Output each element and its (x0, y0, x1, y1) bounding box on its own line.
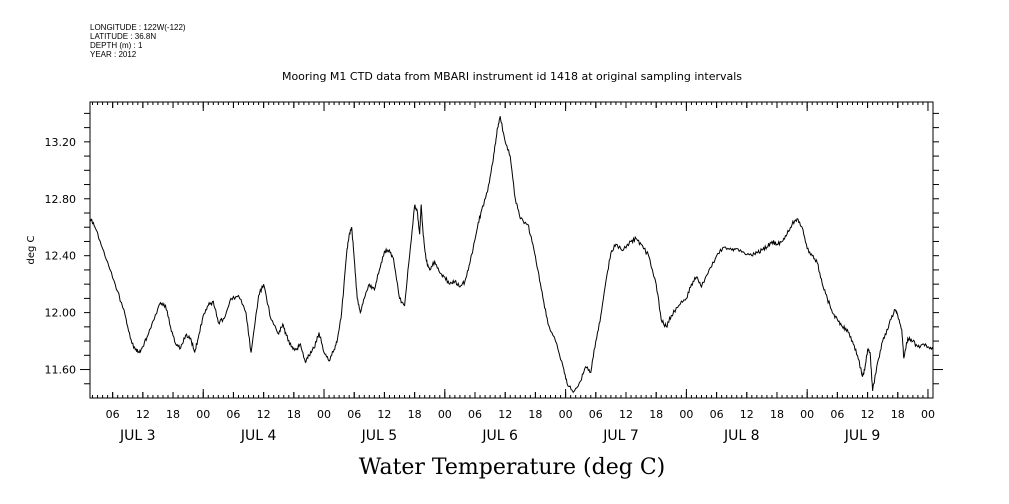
x-tick-label: 00 (800, 408, 814, 421)
latitude-label: LATITUDE : 36.8N (90, 32, 156, 41)
x-tick-label: 00 (559, 408, 573, 421)
year-label: YEAR : 2012 (90, 50, 137, 59)
x-tick-label: 06 (226, 408, 240, 421)
x-day-label: JUL 6 (481, 428, 518, 444)
x-tick-label: 12 (136, 408, 150, 421)
x-day-label: JUL 4 (240, 428, 277, 444)
depth-label: DEPTH (m) : 1 (90, 41, 143, 50)
x-tick-label: 06 (468, 408, 482, 421)
plot-frame (89, 101, 934, 399)
longitude-label: LONGITUDE : 122W(-122) (90, 23, 186, 32)
minor-ticks (92, 102, 934, 398)
x-tick-label: 18 (408, 408, 422, 421)
x-day-label: JUL 3 (119, 428, 156, 444)
y-axis-label: deg C (26, 235, 37, 264)
x-tick-label: 18 (649, 408, 663, 421)
water-temperature-series-line (89, 116, 934, 394)
x-tick-label: 00 (921, 408, 935, 421)
x-tick-label: 18 (287, 408, 301, 421)
x-tick-label: 18 (166, 408, 180, 421)
x-day-label: JUL 7 (602, 428, 639, 444)
x-tick-label: 18 (770, 408, 784, 421)
x-axis-title: Water Temperature (deg C) (359, 455, 666, 480)
y-tick-label: 11.60 (45, 364, 77, 377)
x-tick-label: 12 (377, 408, 391, 421)
x-day-label: JUL 5 (361, 428, 398, 444)
x-tick-label: 00 (438, 408, 452, 421)
x-tick-label: 06 (830, 408, 844, 421)
y-tick-label: 12.00 (45, 307, 77, 320)
y-tick-label: 12.80 (45, 193, 77, 206)
x-day-label: JUL 9 (844, 428, 881, 444)
x-tick-label: 12 (740, 408, 754, 421)
x-tick-label: 18 (891, 408, 905, 421)
x-tick-label: 00 (317, 408, 331, 421)
x-tick-label: 12 (498, 408, 512, 421)
y-tick-label: 12.40 (45, 250, 77, 263)
x-tick-label: 06 (710, 408, 724, 421)
x-tick-label: 00 (679, 408, 693, 421)
x-axis-ticks: 06 12 18 00 06 12 18 00 06 12 18 00 06 12 18 00 06 12 18 00… (106, 102, 935, 444)
y-tick-label: 13.20 (45, 136, 77, 149)
x-day-label: JUL 8 (723, 428, 760, 444)
x-tick-label: 06 (589, 408, 603, 421)
x-tick-label: 06 (347, 408, 361, 421)
x-tick-label: 12 (257, 408, 271, 421)
x-tick-label: 06 (106, 408, 120, 421)
x-tick-label: 12 (861, 408, 875, 421)
x-tick-label: 18 (528, 408, 542, 421)
x-tick-label: 12 (619, 408, 633, 421)
y-axis-ticks: 11.60 12.00 12.40 12.80 13.20 (45, 112, 943, 385)
chart-title: Mooring M1 CTD data from MBARI instrumen… (282, 70, 742, 83)
x-tick-label: 00 (196, 408, 210, 421)
